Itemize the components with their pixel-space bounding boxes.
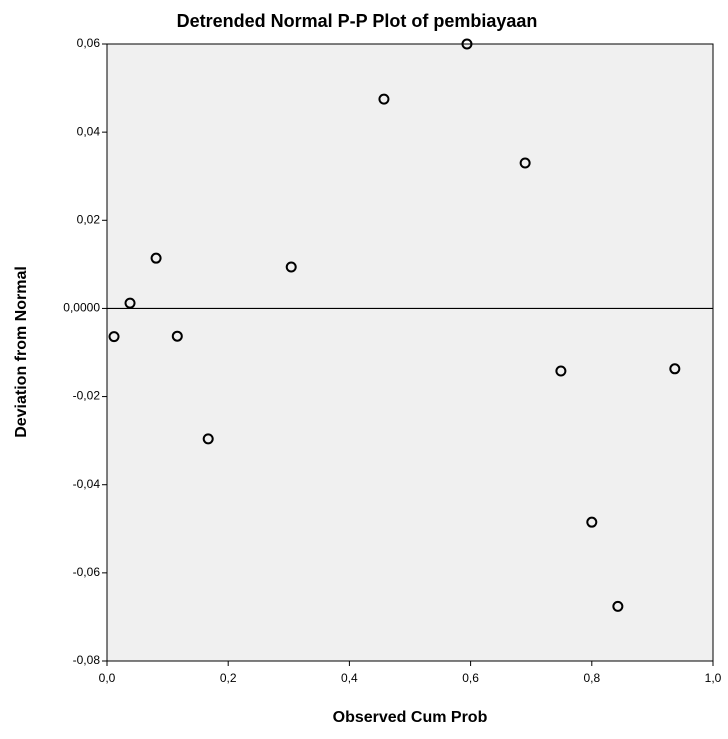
y-axis-title: Deviation from Normal	[13, 266, 30, 438]
point	[150, 252, 162, 264]
x-axis-title: Observed Cum Prob	[333, 709, 488, 726]
point	[555, 365, 567, 377]
point	[612, 600, 624, 612]
point	[586, 516, 598, 528]
y-tick-label: -0,08	[73, 653, 101, 667]
x-tick-label: 0,2	[220, 671, 237, 685]
x-tick-label: 0,0	[99, 671, 116, 685]
y-tick-label: -0,06	[73, 565, 101, 579]
point	[519, 157, 531, 169]
point	[461, 38, 473, 50]
y-tick-label: -0,04	[73, 477, 101, 491]
x-tick-label: 0,6	[462, 671, 479, 685]
y-tick-label: 0,02	[77, 212, 101, 226]
x-tick-label: 0,8	[583, 671, 600, 685]
y-tick-label: -0,02	[73, 389, 101, 403]
x-tick-label: 1,0	[705, 671, 722, 685]
y-tick-label: 0,06	[77, 36, 101, 50]
point	[202, 433, 214, 445]
point	[669, 363, 681, 375]
point	[378, 93, 390, 105]
y-tick-label: 0,04	[77, 124, 101, 138]
point	[108, 331, 120, 343]
point	[124, 297, 136, 309]
plot-area	[106, 43, 714, 662]
point	[171, 330, 183, 342]
x-tick-label: 0,4	[341, 671, 358, 685]
point	[285, 261, 297, 273]
y-tick-label: 0,0000	[63, 301, 100, 315]
chart-title: Detrended Normal P-P Plot of pembiayaan	[177, 11, 538, 31]
